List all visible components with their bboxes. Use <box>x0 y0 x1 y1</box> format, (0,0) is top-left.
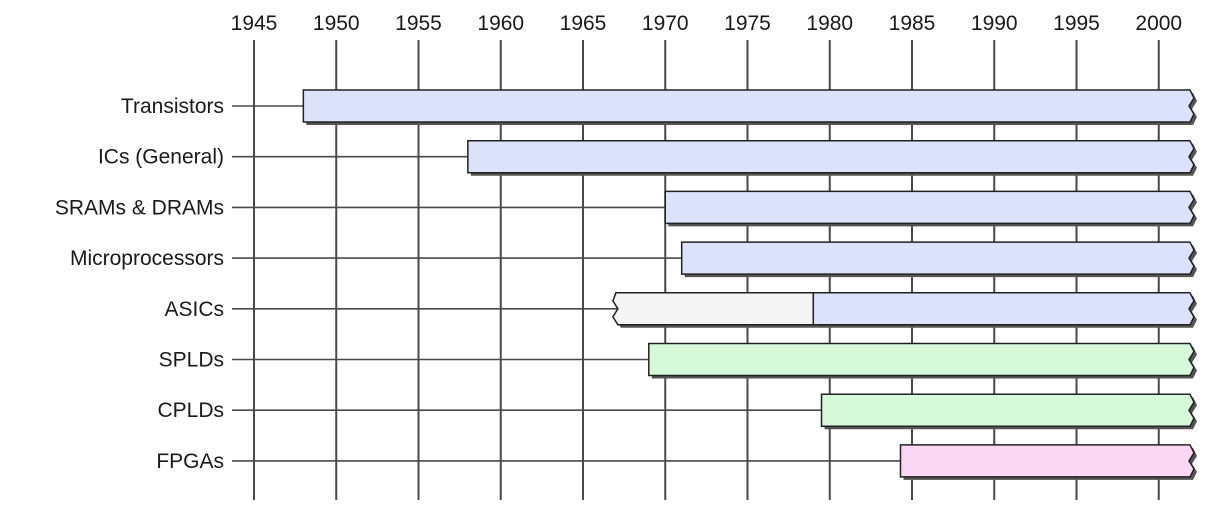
x-tick-label-1950: 1950 <box>313 12 360 35</box>
x-tick-label-1970: 1970 <box>642 12 689 35</box>
bar-srams-drams-2 <box>664 190 1197 227</box>
bar-splds-6 <box>648 342 1197 379</box>
category-labels: Transistors ICs (General) SRAMs & DRAMs Mic… <box>55 95 224 473</box>
category-label: SPLDs <box>159 349 224 372</box>
x-tick-label-1960: 1960 <box>477 12 524 35</box>
x-tick-label-1985: 1985 <box>889 12 936 35</box>
bar-segment <box>899 444 1195 478</box>
bar-segment <box>664 190 1195 225</box>
bar-ics-general--1 <box>467 139 1198 176</box>
category-label: FPGAs <box>156 450 224 473</box>
x-tick-label-1980: 1980 <box>806 12 853 35</box>
bar-asics-5 <box>812 292 1197 328</box>
bar-segment <box>612 292 815 326</box>
bar-segment <box>680 241 1195 275</box>
category-label: SRAMs & DRAMs <box>55 196 224 219</box>
bar-microprocessors-3 <box>680 241 1197 278</box>
bar-segment <box>648 342 1195 377</box>
timeline-bars <box>302 89 1198 480</box>
category-label: Microprocessors <box>70 247 224 270</box>
x-tick-label-2000: 2000 <box>1135 12 1182 35</box>
x-tick-label-1955: 1955 <box>395 12 442 35</box>
category-label: ASICs <box>164 298 224 321</box>
bar-asics-4 <box>612 292 817 328</box>
bar-transistors-0 <box>302 89 1198 125</box>
bar-segment <box>820 393 1195 427</box>
x-tick-label-1975: 1975 <box>724 12 771 35</box>
x-tick-label-1965: 1965 <box>560 12 607 35</box>
bar-fpgas-8 <box>899 444 1197 480</box>
category-label: CPLDs <box>157 399 224 422</box>
bar-segment <box>302 89 1195 123</box>
bar-segment <box>467 139 1195 174</box>
x-tick-label-1945: 1945 <box>231 12 278 35</box>
category-label: ICs (General) <box>98 146 224 169</box>
x-tick-label-1995: 1995 <box>1053 12 1100 35</box>
x-axis-ticks: 1945 1950 1955 1960 1965 1970 1975 1980 1985 1990… <box>231 12 1182 35</box>
x-tick-label-1990: 1990 <box>971 12 1018 35</box>
bar-segment <box>812 292 1195 326</box>
category-label: Transistors <box>121 95 224 118</box>
bar-cplds-7 <box>820 393 1197 430</box>
